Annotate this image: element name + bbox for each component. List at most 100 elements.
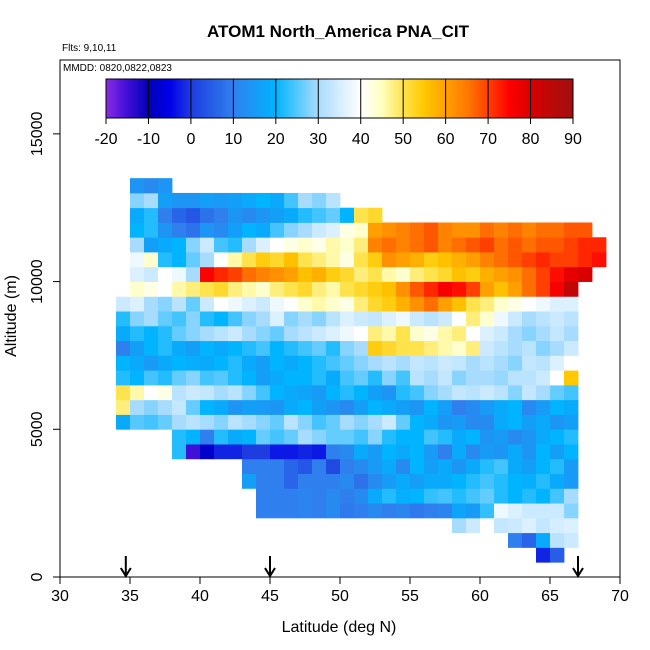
heatmap-cell <box>550 399 565 415</box>
x-axis-tick-label: 70 <box>611 588 629 605</box>
heatmap-cell <box>186 414 201 430</box>
heatmap-cell <box>354 207 369 223</box>
colorbar-swatch <box>456 79 459 118</box>
heatmap-cell <box>312 355 327 371</box>
colorbar-tick-label: 70 <box>479 131 497 148</box>
heatmap-cell <box>438 429 453 445</box>
colorbar-swatch <box>354 79 357 118</box>
colorbar-swatch <box>284 79 287 118</box>
heatmap-cell <box>242 444 257 460</box>
plot-frame <box>59 59 621 578</box>
colorbar-swatch <box>144 79 147 118</box>
heatmap-cell <box>144 281 159 297</box>
heatmap-cell <box>284 237 299 253</box>
heatmap-cell <box>452 488 467 504</box>
colorbar-swatch <box>195 79 198 118</box>
heatmap-cell <box>326 340 341 356</box>
heatmap-cell <box>522 488 537 504</box>
colorbar-swatch <box>373 79 376 118</box>
heatmap-cell <box>382 325 397 342</box>
heatmap-cell <box>326 414 341 430</box>
heatmap-cell <box>354 237 369 253</box>
colorbar-swatch <box>116 79 120 118</box>
heatmap-cell <box>144 414 159 430</box>
heatmap-cell <box>270 429 285 445</box>
heatmap-cell <box>564 355 579 371</box>
colorbar-swatch <box>454 79 457 118</box>
heatmap-cell <box>424 252 439 268</box>
heatmap-cell <box>396 222 411 238</box>
heatmap-cell <box>536 414 551 430</box>
heatmap-cell <box>284 384 299 401</box>
colorbar-swatch <box>358 79 362 118</box>
heatmap-cell <box>368 429 383 445</box>
heatmap-cell <box>186 281 201 297</box>
colorbar-swatch <box>394 79 398 118</box>
heatmap-cell <box>396 266 411 282</box>
heatmap-cell <box>228 252 243 268</box>
heatmap-cell <box>144 296 159 312</box>
heatmap-cell <box>172 355 187 371</box>
heatmap-cell <box>340 266 355 282</box>
heatmap-cell <box>382 444 397 460</box>
colorbar-swatch <box>127 79 130 118</box>
heatmap-cell <box>396 340 411 356</box>
heatmap-cell <box>410 325 425 342</box>
colorbar-swatch <box>519 79 523 118</box>
colorbar-swatch <box>273 79 277 118</box>
heatmap-cell <box>270 340 285 356</box>
heatmap-cell <box>522 458 537 474</box>
heatmap-cell <box>494 340 509 356</box>
heatmap-cell <box>284 355 299 371</box>
heatmap-cell <box>228 281 243 297</box>
heatmap-cell <box>382 252 397 268</box>
heatmap-cell <box>312 252 327 268</box>
heatmap-cell <box>312 503 327 519</box>
heatmap-cell <box>326 370 341 386</box>
heatmap-cell <box>410 311 425 327</box>
colorbar-swatch <box>156 79 160 118</box>
colorbar-swatch <box>505 79 508 118</box>
heatmap-cell <box>438 473 453 489</box>
colorbar-swatch <box>129 79 132 118</box>
heatmap-cell <box>298 237 313 253</box>
colorbar-swatch <box>426 79 430 118</box>
heatmap-cell <box>144 340 159 356</box>
colorbar-swatch <box>220 79 224 118</box>
colorbar-swatch <box>250 79 253 118</box>
heatmap-cell <box>172 296 187 312</box>
heatmap-cell <box>144 370 159 386</box>
heatmap-cell <box>284 325 299 342</box>
colorbar-swatch <box>458 79 461 118</box>
heatmap-cell <box>130 355 145 371</box>
heatmap-cell <box>144 252 159 268</box>
heatmap-cell <box>424 473 439 489</box>
heatmap-cell <box>186 325 201 342</box>
colorbar-swatch <box>371 79 374 118</box>
colorbar-swatch <box>384 79 387 118</box>
heatmap-cell <box>326 488 341 504</box>
colorbar: -20 -10 0 10 20 30 40 50 60 70 80 90 <box>94 78 582 148</box>
colorbar-swatch <box>161 79 164 118</box>
heatmap-cell <box>536 237 551 253</box>
heatmap-cell <box>228 237 243 253</box>
heatmap-cell <box>368 207 383 223</box>
colorbar-swatch <box>256 79 260 118</box>
heatmap-cell <box>256 503 271 519</box>
heatmap-cell <box>480 414 495 430</box>
heatmap-cell <box>298 414 313 430</box>
colorbar-swatch <box>511 79 514 118</box>
heatmap-cell <box>466 370 481 386</box>
heatmap-cell <box>158 384 173 401</box>
heatmap-cell <box>228 266 243 282</box>
colorbar-swatch <box>133 79 137 118</box>
colorbar-swatch <box>210 79 213 118</box>
colorbar-swatch <box>534 79 538 118</box>
heatmap-cell <box>340 370 355 386</box>
heatmap-cell <box>410 503 425 519</box>
heatmap-cell <box>536 325 551 342</box>
heatmap-cell <box>438 296 453 312</box>
heatmap-cell <box>256 355 271 371</box>
heatmap-cell <box>522 370 537 386</box>
heatmap-cell <box>452 517 467 534</box>
